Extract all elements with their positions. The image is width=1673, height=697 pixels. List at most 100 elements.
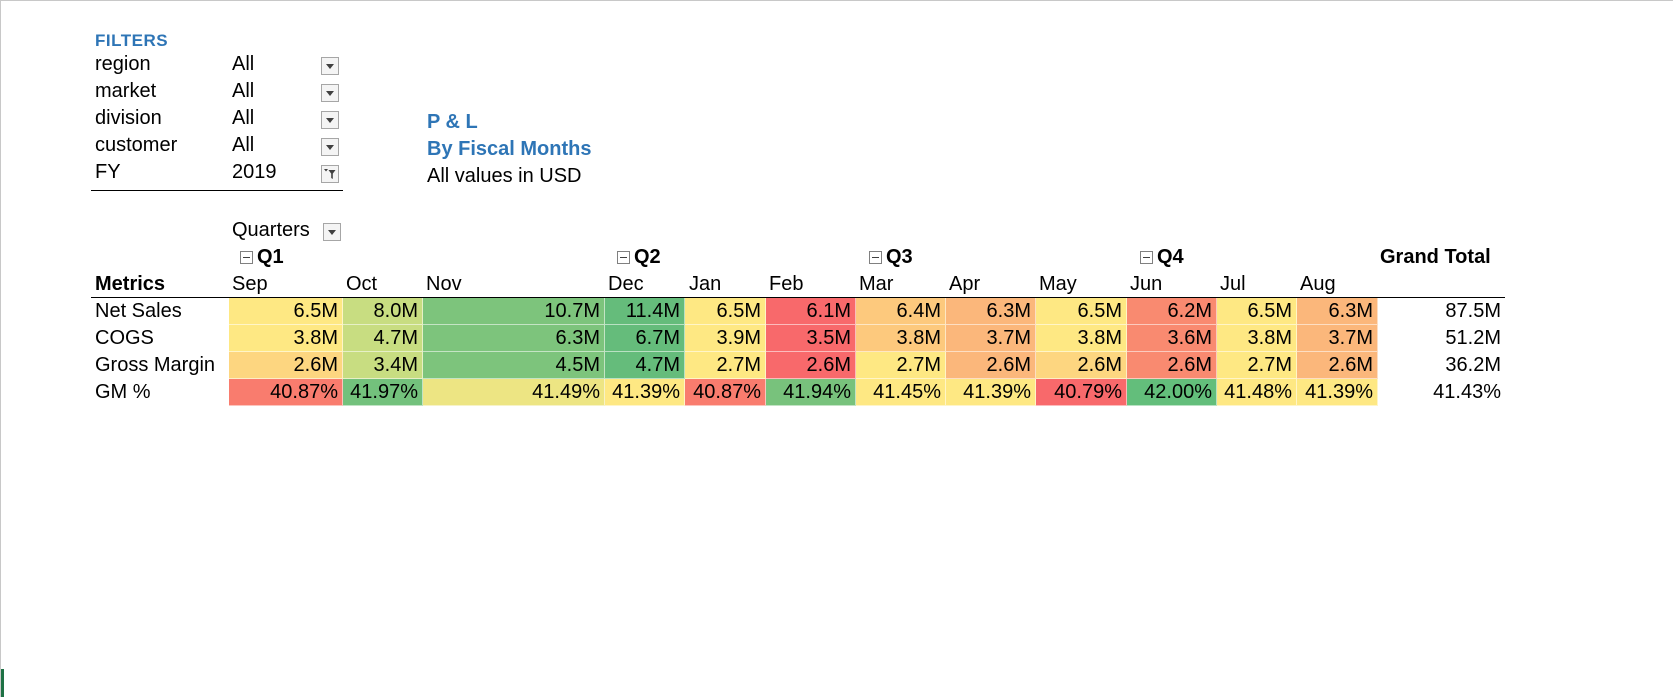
metrics-header: Metrics	[95, 273, 166, 295]
collapse-icon[interactable]	[1140, 251, 1153, 264]
month-header-may: May	[1039, 273, 1077, 295]
table-cell: 41.39%	[1297, 379, 1378, 406]
table-cell: 6.7M	[605, 325, 685, 352]
report-title: P & L	[427, 111, 478, 133]
quarter-header-q1[interactable]: Q1	[240, 244, 284, 271]
filter-row-fy: FY 2019	[95, 159, 345, 186]
row-label: Gross Margin	[95, 354, 216, 376]
dropdown-arrow-icon	[326, 144, 334, 150]
quarter-header-q2[interactable]: Q2	[617, 244, 661, 271]
fy-filter-button[interactable]	[321, 165, 339, 183]
table-cell: 3.7M	[946, 325, 1036, 352]
market-dropdown-button[interactable]	[321, 84, 339, 102]
filter-bottom-border	[91, 190, 343, 191]
customer-dropdown-button[interactable]	[321, 138, 339, 156]
table-cell: 2.7M	[856, 352, 946, 379]
grand-total-cell: 87.5M	[1445, 300, 1501, 322]
month-header-oct: Oct	[346, 273, 378, 295]
table-cell: 2.6M	[1127, 352, 1217, 379]
month-header-aug: Aug	[1300, 273, 1336, 295]
table-cell: 41.49%	[423, 379, 605, 406]
month-header-dec: Dec	[608, 273, 644, 295]
table-cell: 6.5M	[229, 298, 343, 325]
table-cell: 41.39%	[946, 379, 1036, 406]
table-cell: 3.9M	[685, 325, 766, 352]
filter-value: All	[232, 134, 255, 156]
table-cell: 2.6M	[1297, 352, 1378, 379]
filter-label: region	[95, 53, 151, 75]
table-cell: 11.4M	[605, 298, 685, 325]
table-cell: 41.48%	[1217, 379, 1297, 406]
grand-total-cell: 41.43%	[1433, 381, 1501, 403]
filter-row-division: division All	[95, 105, 345, 132]
table-cell: 6.5M	[1036, 298, 1127, 325]
table-cell: 3.6M	[1127, 325, 1217, 352]
filter-row-customer: customer All	[95, 132, 345, 159]
month-header-jan: Jan	[689, 273, 722, 295]
grand-total-cell: 51.2M	[1445, 327, 1501, 349]
month-header-feb: Feb	[769, 273, 804, 295]
quarter-header-q4[interactable]: Q4	[1140, 244, 1184, 271]
row-label: COGS	[95, 327, 154, 349]
table-cell: 2.6M	[946, 352, 1036, 379]
header-bottom-border	[91, 297, 1505, 298]
month-header-sep: Sep	[232, 273, 268, 295]
dropdown-arrow-icon	[326, 90, 334, 96]
table-cell: 3.8M	[229, 325, 343, 352]
grand-total-header: Grand Total	[1380, 246, 1491, 268]
table-cell: 4.5M	[423, 352, 605, 379]
report-note: All values in USD	[427, 165, 582, 187]
table-cell: 3.4M	[343, 352, 423, 379]
quarter-label: Q3	[886, 246, 913, 268]
month-header-jun: Jun	[1130, 273, 1163, 295]
table-cell: 6.4M	[856, 298, 946, 325]
table-cell: 6.3M	[1297, 298, 1378, 325]
quarter-header-q3[interactable]: Q3	[869, 244, 913, 271]
table-cell: 41.45%	[856, 379, 946, 406]
quarters-field-label: Quarters	[232, 219, 310, 241]
month-header-nov: Nov	[426, 273, 462, 295]
table-cell: 6.3M	[423, 325, 605, 352]
collapse-icon[interactable]	[240, 251, 253, 264]
table-cell: 40.79%	[1036, 379, 1127, 406]
filter-funnel-icon	[324, 168, 336, 179]
report-subtitle: By Fiscal Months	[427, 138, 592, 160]
region-dropdown-button[interactable]	[321, 57, 339, 75]
table-cell: 4.7M	[343, 325, 423, 352]
table-cell: 10.7M	[423, 298, 605, 325]
dropdown-arrow-icon	[326, 117, 334, 123]
filter-value: All	[232, 107, 255, 129]
sheet-edge-marker	[1, 669, 4, 697]
filter-label: division	[95, 107, 162, 129]
table-cell: 3.8M	[1036, 325, 1127, 352]
filters-title: FILTERS	[95, 31, 169, 50]
table-cell: 6.1M	[766, 298, 856, 325]
table-cell: 4.7M	[605, 352, 685, 379]
table-cell: 3.5M	[766, 325, 856, 352]
row-label: Net Sales	[95, 300, 182, 322]
table-cell: 2.6M	[766, 352, 856, 379]
filter-value: All	[232, 80, 255, 102]
collapse-icon[interactable]	[869, 251, 882, 264]
table-cell: 41.94%	[766, 379, 856, 406]
month-header-jul: Jul	[1220, 273, 1246, 295]
table-cell: 41.39%	[605, 379, 685, 406]
table-cell: 6.5M	[1217, 298, 1297, 325]
filter-label: market	[95, 80, 157, 102]
table-cell: 2.7M	[1217, 352, 1297, 379]
table-cell: 6.3M	[946, 298, 1036, 325]
table-cell: 41.97%	[343, 379, 423, 406]
quarter-label: Q4	[1157, 246, 1184, 268]
table-cell: 2.7M	[685, 352, 766, 379]
dropdown-arrow-icon	[328, 229, 336, 235]
month-header-mar: Mar	[859, 273, 894, 295]
quarter-label: Q1	[257, 246, 284, 268]
filter-label: customer	[95, 134, 178, 156]
division-dropdown-button[interactable]	[321, 111, 339, 129]
quarters-dropdown-button[interactable]	[323, 223, 341, 241]
table-cell: 42.00%	[1127, 379, 1217, 406]
table-cell: 6.5M	[685, 298, 766, 325]
collapse-icon[interactable]	[617, 251, 630, 264]
month-header-apr: Apr	[949, 273, 981, 295]
filter-row-market: market All	[95, 78, 345, 105]
